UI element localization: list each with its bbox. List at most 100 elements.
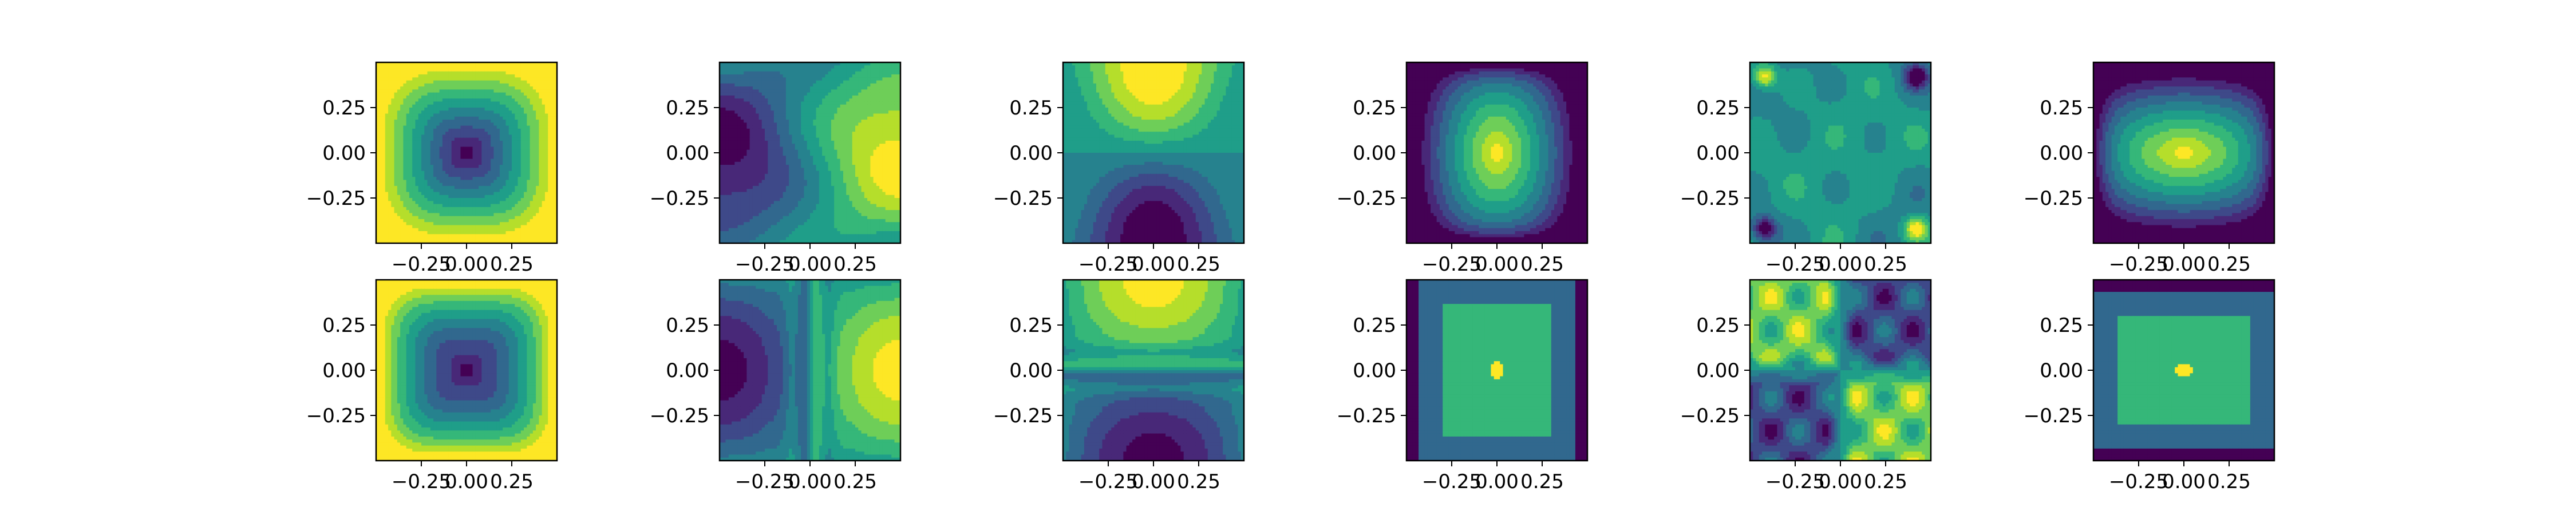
contour-cell xyxy=(403,116,407,120)
contour-cell xyxy=(728,110,732,114)
contour-cell xyxy=(445,204,449,208)
contour-cell xyxy=(855,68,859,72)
contour-cell xyxy=(520,128,524,132)
contour-cell xyxy=(732,104,735,108)
contour-cell xyxy=(421,213,425,217)
contour-cell xyxy=(894,108,898,111)
contour-cell xyxy=(530,146,534,150)
contour-cell xyxy=(409,171,413,175)
contour-cell xyxy=(831,71,835,75)
contour-cell xyxy=(460,216,464,220)
contour-cell xyxy=(515,207,519,211)
contour-cell xyxy=(400,171,404,175)
contour-cell xyxy=(542,231,546,235)
contour-cell xyxy=(481,213,485,217)
contour-cell xyxy=(418,71,422,75)
contour-cell xyxy=(539,240,543,243)
contour-cell xyxy=(433,98,437,102)
contour-cell xyxy=(503,159,507,163)
contour-cell xyxy=(445,146,449,150)
contour-cell xyxy=(505,201,509,205)
contour-cell xyxy=(797,74,801,78)
contour-cell xyxy=(722,122,726,126)
contour-cell xyxy=(852,62,856,66)
contour-cell xyxy=(382,201,386,205)
contour-cell xyxy=(807,71,811,75)
contour-cell xyxy=(436,77,440,81)
contour-cell xyxy=(539,153,543,156)
contour-cell xyxy=(430,98,434,102)
contour-cell xyxy=(879,108,883,111)
contour-cell xyxy=(409,156,413,160)
contour-cell xyxy=(475,89,479,93)
contour-cell xyxy=(448,144,452,148)
contour-cell xyxy=(503,177,507,180)
contour-cell xyxy=(771,101,775,105)
contour-cell xyxy=(870,98,874,102)
contour-cell xyxy=(496,195,500,199)
contour-cell xyxy=(548,189,552,193)
contour-cell xyxy=(554,156,557,160)
contour-cell xyxy=(433,62,437,66)
contour-cell xyxy=(376,89,380,93)
contour-cell xyxy=(891,80,895,84)
contour-cell xyxy=(436,101,440,105)
contour-cell xyxy=(491,134,494,138)
contour-cell xyxy=(737,108,741,111)
contour-cell xyxy=(445,144,449,148)
contour-cell xyxy=(536,240,539,243)
contour-cell xyxy=(536,192,539,196)
contour-cell xyxy=(454,98,458,102)
contour-cell xyxy=(810,104,813,108)
contour-cell xyxy=(885,104,889,108)
contour-cell xyxy=(496,83,500,87)
contour-cell xyxy=(397,216,401,220)
contour-cell xyxy=(517,237,521,241)
contour-cell xyxy=(532,144,536,148)
contour-cell xyxy=(430,171,434,175)
contour-cell xyxy=(822,65,825,69)
contour-cell xyxy=(394,240,398,243)
contour-cell xyxy=(499,65,503,69)
contour-cell xyxy=(412,134,416,138)
contour-cell xyxy=(508,228,512,232)
contour-cell xyxy=(487,201,491,205)
contour-cell xyxy=(882,125,886,129)
contour-cell xyxy=(376,225,380,229)
contour-cell xyxy=(855,77,859,81)
contour-cell xyxy=(551,77,555,81)
contour-cell xyxy=(409,180,413,184)
contour-cell xyxy=(400,165,404,168)
contour-cell xyxy=(436,65,440,69)
contour-cell xyxy=(412,161,416,165)
contour-cell xyxy=(430,219,434,223)
contour-cell xyxy=(761,122,765,126)
contour-cell xyxy=(765,62,768,66)
contour-cell xyxy=(732,89,735,93)
contour-cell xyxy=(491,210,494,213)
contour-cell xyxy=(442,120,446,123)
contour-cell xyxy=(503,189,507,193)
contour-cell xyxy=(858,104,862,108)
contour-cell xyxy=(773,113,777,117)
contour-cell xyxy=(768,122,772,126)
contour-cell xyxy=(403,74,407,78)
contour-cell xyxy=(427,213,431,217)
contour-cell xyxy=(527,98,531,102)
contour-cell xyxy=(536,77,539,81)
contour-cell xyxy=(451,77,455,81)
contour-cell xyxy=(858,122,862,126)
contour-cell xyxy=(849,71,853,75)
contour-cell xyxy=(508,177,512,180)
contour-cell xyxy=(728,71,732,75)
contour-cell xyxy=(400,225,404,229)
contour-cell xyxy=(508,198,512,201)
contour-cell xyxy=(406,228,410,232)
contour-cell xyxy=(843,125,847,129)
contour-cell xyxy=(873,98,877,102)
contour-cell xyxy=(515,231,519,235)
contour-cell xyxy=(397,210,401,213)
contour-cell xyxy=(780,80,784,84)
contour-cell xyxy=(487,113,491,117)
contour-cell xyxy=(457,65,461,69)
